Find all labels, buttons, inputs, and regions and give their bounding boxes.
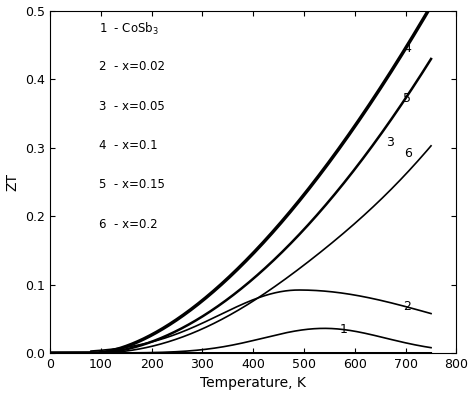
Text: 4: 4 — [403, 42, 411, 55]
Text: 5  - x=0.15: 5 - x=0.15 — [99, 178, 164, 191]
Text: 1  - CoSb$_3$: 1 - CoSb$_3$ — [99, 21, 159, 37]
Text: 6: 6 — [405, 147, 412, 160]
Y-axis label: ZT: ZT — [6, 173, 19, 191]
Text: 3: 3 — [386, 135, 394, 148]
Text: 2  - x=0.02: 2 - x=0.02 — [99, 60, 165, 73]
Text: 2: 2 — [403, 300, 411, 313]
Text: 5: 5 — [403, 92, 411, 105]
Text: 4  - x=0.1: 4 - x=0.1 — [99, 139, 157, 152]
Text: 1: 1 — [339, 323, 347, 336]
X-axis label: Temperature, K: Temperature, K — [201, 377, 306, 390]
Text: 6  - x=0.2: 6 - x=0.2 — [99, 218, 157, 231]
Text: 3  - x=0.05: 3 - x=0.05 — [99, 100, 164, 112]
